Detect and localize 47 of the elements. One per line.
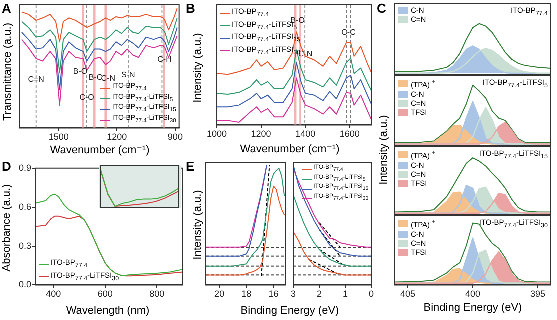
- y-tick-label: 0.0: [18, 280, 32, 290]
- x-tick-label: 1200: [107, 132, 128, 142]
- x-tick-label: 20: [214, 289, 225, 300]
- x-tick-label: 0: [368, 289, 374, 300]
- x-tick-label: 400: [465, 289, 481, 300]
- x-tick-label: 900: [168, 132, 183, 142]
- x-tick-label: 1: [342, 289, 348, 300]
- y-axis-title: Intensity (a.u.): [192, 33, 204, 103]
- x-tick-label: 400: [46, 289, 62, 300]
- x-tick-label: 1500: [48, 132, 69, 142]
- chart-title: B: [186, 1, 196, 16]
- x-tick-label: 600: [98, 289, 113, 300]
- x-tick-label: 1600: [340, 129, 360, 140]
- x-tick-label: 18: [242, 289, 252, 300]
- annotation: S-N: [122, 70, 136, 80]
- x-tick-label: 800: [150, 289, 165, 300]
- x-tick-label: 1200: [251, 129, 272, 140]
- annotation: C=N: [28, 75, 45, 84]
- chart-title: E: [186, 159, 195, 174]
- annotation: C-N: [101, 74, 116, 83]
- y-tick-label: 0.6: [18, 202, 32, 212]
- x-tick-label: 2: [316, 289, 322, 300]
- y-axis-title: Absorbance (a.u.): [1, 184, 13, 272]
- chart-title: A: [2, 1, 12, 16]
- x-tick-label: 405: [400, 289, 416, 300]
- x-tick-label: 395: [530, 289, 546, 300]
- x-tick-label: 16: [268, 289, 279, 300]
- annotation: C-C: [342, 28, 356, 37]
- y-axis-title: Intensity (a.u.): [192, 190, 204, 260]
- x-axis-title: Binding Energy (eV): [240, 305, 340, 317]
- x-tick-label: 1400: [296, 129, 316, 140]
- annotation: C-O: [80, 93, 94, 102]
- x-axis-title: Wavenumber (cm⁻¹): [240, 142, 340, 156]
- annotation: B-C: [88, 72, 103, 82]
- x-axis-title: Binding Energy (eV): [424, 302, 522, 314]
- annotation: B-O: [73, 66, 88, 76]
- y-axis-title: Intensity (a.u.): [378, 115, 390, 185]
- annotation: C-H: [158, 54, 172, 64]
- y-axis-title: Transmittance (a.u.): [2, 22, 14, 122]
- chart-title: C: [377, 1, 386, 16]
- chart-title: D: [2, 159, 12, 174]
- x-tick-label: 1000: [206, 129, 228, 140]
- x-axis-title: Wavenumber (cm⁻¹): [50, 144, 150, 156]
- x-tick-label: 3: [290, 289, 296, 300]
- y-tick-label: 0.9: [18, 162, 32, 173]
- x-axis-title: Wavelength (nm): [66, 305, 150, 317]
- y-tick-label: 0.3: [18, 240, 32, 251]
